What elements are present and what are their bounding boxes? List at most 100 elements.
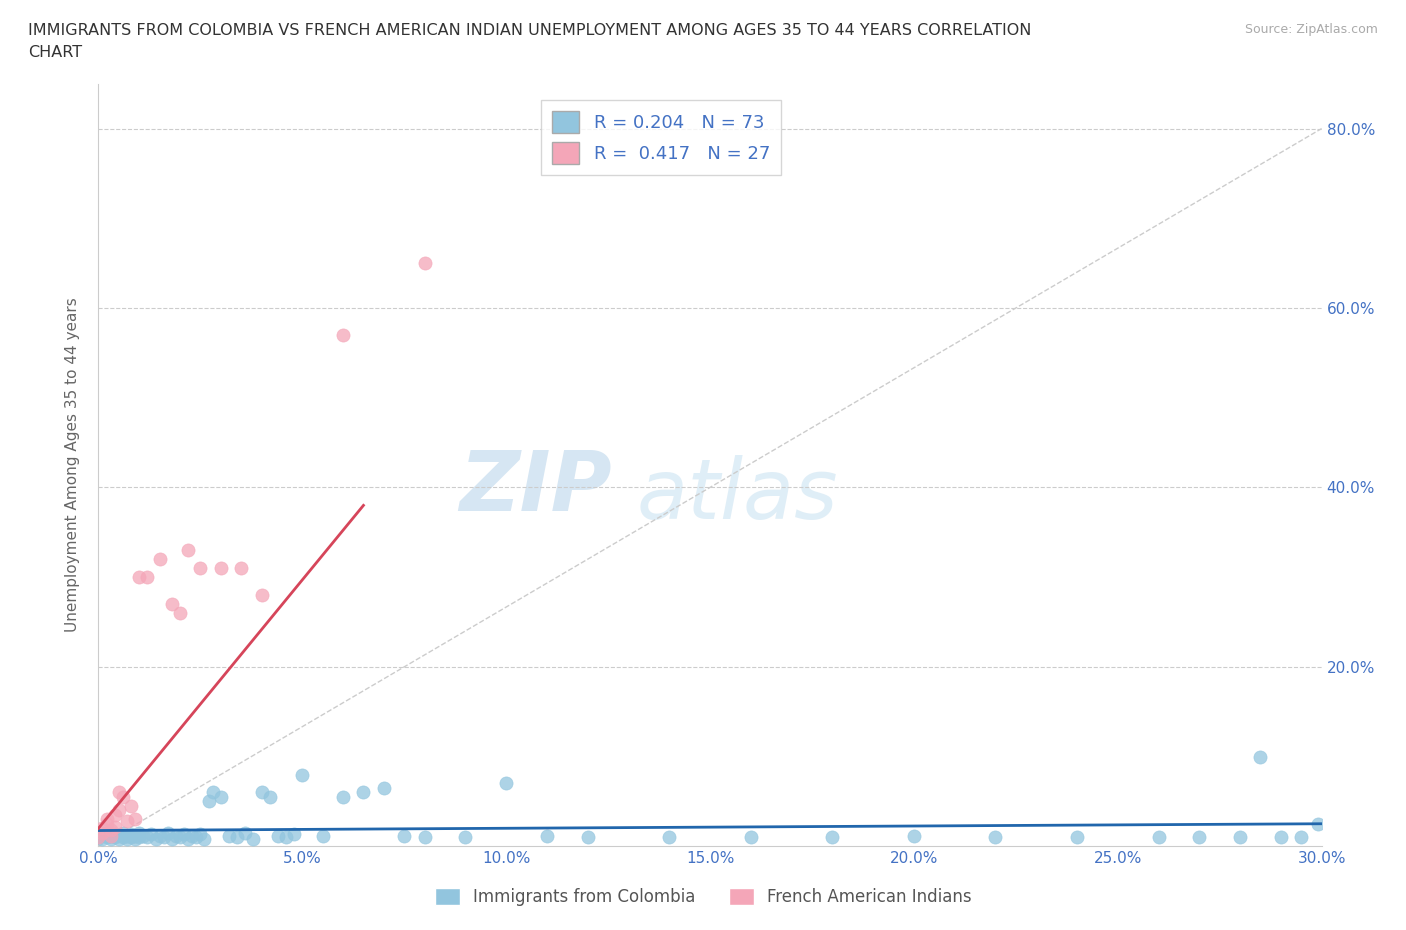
- Point: [104, 819, 127, 834]
- Point: [91, 828, 114, 843]
- Point: [1249, 750, 1271, 764]
- Point: [1188, 830, 1211, 844]
- Point: [658, 830, 681, 844]
- Point: [233, 826, 256, 841]
- Point: [111, 826, 134, 841]
- Point: [576, 830, 599, 844]
- Point: [96, 812, 118, 827]
- Point: [312, 828, 335, 843]
- Point: [165, 828, 187, 843]
- Point: [209, 561, 232, 576]
- Point: [96, 830, 118, 844]
- Point: [1066, 830, 1088, 844]
- Point: [332, 790, 354, 804]
- Point: [536, 828, 558, 843]
- Point: [1291, 830, 1313, 844]
- Point: [108, 785, 131, 800]
- Point: [392, 828, 416, 843]
- Point: [100, 828, 122, 843]
- Point: [91, 821, 114, 836]
- Point: [173, 826, 195, 841]
- Point: [111, 830, 134, 844]
- Point: [160, 597, 183, 612]
- Point: [100, 828, 122, 843]
- Point: [1147, 830, 1170, 844]
- Point: [120, 830, 142, 844]
- Point: [250, 588, 273, 603]
- Point: [149, 551, 172, 566]
- Point: [1229, 830, 1251, 844]
- Point: [181, 828, 204, 843]
- Point: [156, 826, 179, 841]
- Y-axis label: Unemployment Among Ages 35 to 44 years: Unemployment Among Ages 35 to 44 years: [65, 298, 80, 632]
- Point: [141, 826, 163, 841]
- Point: [124, 831, 146, 846]
- Point: [373, 780, 395, 795]
- Point: [259, 790, 281, 804]
- Point: [115, 831, 138, 846]
- Point: [177, 831, 200, 846]
- Point: [495, 776, 517, 790]
- Point: [108, 803, 131, 817]
- Point: [188, 561, 212, 576]
- Text: IMMIGRANTS FROM COLOMBIA VS FRENCH AMERICAN INDIAN UNEMPLOYMENT AMONG AGES 35 TO: IMMIGRANTS FROM COLOMBIA VS FRENCH AMERI…: [28, 23, 1032, 38]
- Point: [291, 767, 314, 782]
- Point: [352, 785, 374, 800]
- Point: [96, 817, 118, 831]
- Point: [177, 543, 200, 558]
- Point: [128, 570, 150, 585]
- Point: [201, 785, 224, 800]
- Point: [332, 327, 354, 342]
- Text: Source: ZipAtlas.com: Source: ZipAtlas.com: [1244, 23, 1378, 36]
- Point: [115, 828, 138, 843]
- Point: [197, 794, 219, 809]
- Point: [111, 790, 134, 804]
- Point: [984, 830, 1007, 844]
- Point: [242, 831, 264, 846]
- Point: [100, 823, 122, 838]
- Point: [188, 826, 212, 841]
- Point: [149, 828, 172, 843]
- Point: [91, 831, 114, 846]
- Point: [120, 799, 142, 814]
- Point: [160, 831, 183, 846]
- Point: [1270, 830, 1292, 844]
- Point: [87, 830, 110, 844]
- Point: [193, 831, 215, 846]
- Text: atlas: atlas: [637, 455, 838, 536]
- Point: [104, 807, 127, 822]
- Point: [91, 826, 114, 841]
- Point: [100, 831, 122, 846]
- Point: [250, 785, 273, 800]
- Point: [903, 828, 925, 843]
- Point: [108, 831, 131, 846]
- Point: [283, 826, 305, 841]
- Point: [231, 561, 253, 576]
- Point: [267, 828, 290, 843]
- Point: [128, 830, 150, 844]
- Point: [454, 830, 477, 844]
- Point: [104, 830, 127, 844]
- Point: [169, 605, 191, 620]
- Point: [96, 826, 118, 841]
- Legend: Immigrants from Colombia, French American Indians: Immigrants from Colombia, French America…: [427, 881, 979, 912]
- Point: [115, 814, 138, 829]
- Point: [108, 827, 131, 842]
- Point: [821, 830, 844, 844]
- Point: [218, 828, 240, 843]
- Point: [413, 256, 436, 271]
- Point: [740, 830, 762, 844]
- Point: [136, 570, 159, 585]
- Point: [132, 828, 155, 843]
- Point: [209, 790, 232, 804]
- Text: ZIP: ZIP: [460, 447, 612, 528]
- Legend: R = 0.204   N = 73, R =  0.417   N = 27: R = 0.204 N = 73, R = 0.417 N = 27: [541, 100, 780, 175]
- Point: [128, 826, 150, 841]
- Point: [169, 830, 191, 844]
- Point: [136, 830, 159, 844]
- Point: [124, 812, 146, 827]
- Point: [145, 831, 167, 846]
- Point: [413, 830, 436, 844]
- Point: [152, 830, 174, 844]
- Point: [274, 830, 297, 844]
